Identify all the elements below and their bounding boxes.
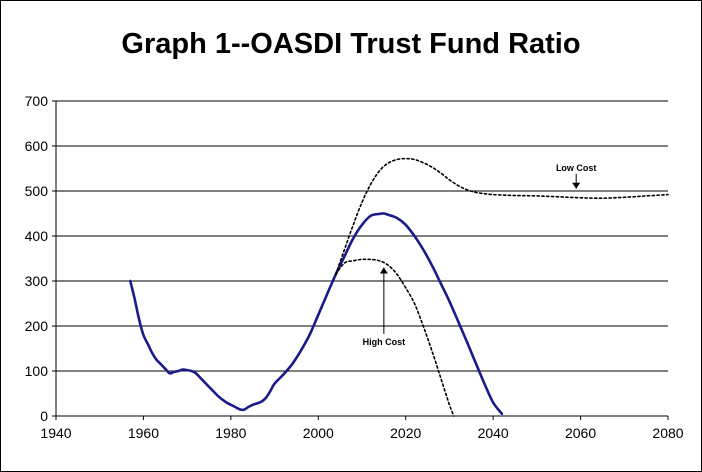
gridlines — [56, 100, 668, 372]
x-tick-label-1960: 1960 — [128, 425, 159, 441]
annotation-arrowhead-low-cost — [572, 182, 581, 189]
y-tick-label-200: 200 — [25, 318, 49, 334]
tick-labels: 0 100 200 300 400 500 600 700 1940 1960 1980 2000 20… — [25, 93, 684, 441]
annotation-low-cost: Low Cost — [556, 163, 597, 173]
x-tick-label-2080: 2080 — [652, 425, 683, 441]
annotation-high-cost: High Cost — [363, 337, 406, 347]
x-tick-label-1980: 1980 — [215, 425, 246, 441]
y-tick-label-100: 100 — [25, 363, 49, 379]
y-tick-label-600: 600 — [25, 138, 49, 154]
x-tick-label-2020: 2020 — [390, 425, 421, 441]
y-tick-label-300: 300 — [25, 273, 49, 289]
y-tick-label-700: 700 — [25, 93, 49, 109]
annotation-arrowhead-high-cost — [379, 267, 388, 274]
chart-title: Graph 1--OASDI Trust Fund Ratio — [121, 28, 580, 60]
series-line-intermediate — [129, 212, 504, 416]
y-tick-label-0: 0 — [40, 408, 48, 424]
series-line-low-cost — [335, 157, 669, 276]
x-tick-label-1940: 1940 — [40, 425, 71, 441]
series-line-high-cost — [335, 258, 455, 417]
annotations: Low Cost High Cost — [363, 163, 597, 347]
x-tick-label-2060: 2060 — [565, 425, 596, 441]
axes — [52, 100, 669, 420]
series-group — [129, 157, 669, 417]
x-tick-label-2040: 2040 — [478, 425, 509, 441]
y-tick-label-400: 400 — [25, 228, 49, 244]
x-tick-label-2000: 2000 — [303, 425, 334, 441]
y-tick-label-500: 500 — [25, 183, 49, 199]
